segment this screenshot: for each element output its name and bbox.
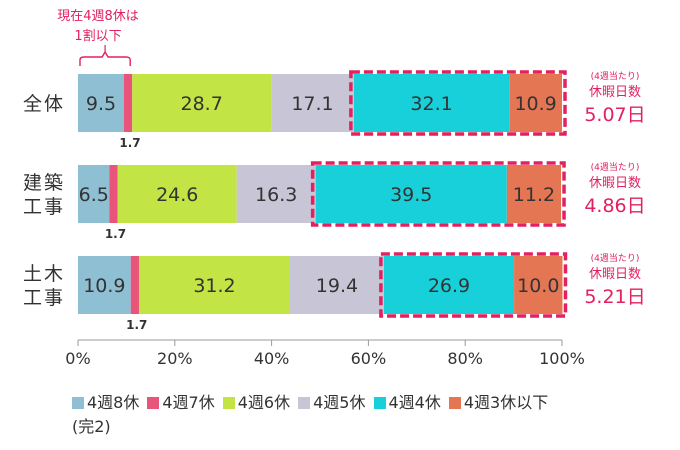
callout-line1: 現在4週8休は	[57, 9, 139, 24]
x-tick-label: 0%	[65, 349, 90, 368]
bar-value-label: 17.1	[291, 93, 333, 115]
bar-segment	[78, 256, 131, 314]
bar-segment	[514, 256, 563, 314]
side-note-value: 5.07日	[584, 104, 645, 126]
x-tick-label: 20%	[157, 349, 193, 368]
bar-value-label: 26.9	[428, 275, 470, 297]
bar-segment	[78, 165, 110, 223]
x-tick-label: 40%	[254, 349, 290, 368]
bar-segment	[109, 165, 118, 223]
bar-value-label: 10.0	[517, 275, 559, 297]
side-note-label: 休暇日数	[589, 176, 641, 191]
side-note-value: 4.86日	[584, 195, 645, 217]
bar-segment	[123, 74, 133, 132]
bar-segment	[289, 256, 384, 314]
callout-bracket	[79, 50, 131, 66]
bar-value-label: 9.5	[86, 93, 116, 115]
highlight-box	[349, 70, 567, 136]
x-tick-label: 60%	[351, 349, 387, 368]
bar-value-label: 39.5	[390, 184, 432, 206]
bar-segment	[78, 74, 124, 132]
bar-segment	[383, 256, 515, 314]
legend-swatch	[222, 397, 235, 409]
legend-item: 4週4休	[373, 392, 441, 414]
highlight-box	[379, 252, 568, 318]
category-label: 工事	[23, 287, 65, 309]
bar-segment	[315, 165, 507, 223]
category-label: 全体	[23, 93, 65, 115]
bar-segment	[506, 165, 562, 223]
category-label: 建築	[23, 172, 65, 194]
side-note-small: (4週当たり)	[591, 70, 640, 82]
bar-segment	[353, 74, 510, 132]
bar-value-label: 11.2	[513, 184, 555, 206]
highlight-box	[310, 161, 566, 227]
legend-item: 4週3休以下	[448, 392, 549, 414]
legend-item: 4週6休	[222, 392, 291, 414]
side-note-label: 休暇日数	[589, 267, 641, 282]
category-label: 工事	[23, 196, 65, 218]
bar-value-label: 16.3	[255, 184, 297, 206]
side-note-small: (4週当たり)	[591, 252, 640, 264]
bar-value-label: 28.7	[181, 93, 223, 115]
bar-segment	[132, 74, 272, 132]
x-tick-label: 80%	[447, 349, 483, 368]
legend-items: 4週8休 4週7休 4週6休 4週5休 4週4休 4週3休以下	[72, 392, 652, 414]
legend-label: 4週8休	[87, 393, 140, 412]
side-note-label: 休暇日数	[589, 85, 641, 100]
legend-item: 4週5休	[298, 392, 366, 414]
legend-swatch	[147, 397, 160, 409]
bar-segment	[130, 256, 139, 314]
bar-value-label: 10.9	[83, 275, 125, 297]
bar-segment	[236, 165, 316, 223]
legend-item: 4週8休	[72, 392, 139, 414]
x-tick-label: 100%	[539, 349, 585, 368]
bar-value-label: 10.9	[514, 93, 556, 115]
legend-swatch	[448, 397, 461, 409]
callout-line2: 1割以下	[74, 28, 121, 44]
bar-value-label: 31.2	[193, 275, 235, 297]
side-note-value: 5.21日	[584, 286, 645, 308]
legend-swatch	[373, 397, 386, 409]
legend-swatch	[298, 397, 311, 409]
bar-segment	[271, 74, 354, 132]
bar-value-label-small: 1.7	[119, 136, 140, 150]
category-label: 土木	[23, 263, 65, 285]
legend-label: 4週6休	[237, 393, 291, 412]
bar-value-label-small: 1.7	[105, 227, 126, 241]
bar-segment	[138, 256, 290, 314]
side-note-small: (4週当たり)	[591, 161, 640, 173]
legend-swatch	[72, 397, 84, 409]
legend-label: 4週3休以下	[463, 393, 549, 412]
bar-value-label-small: 1.7	[126, 318, 147, 332]
bar-value-label: 19.4	[316, 275, 358, 297]
legend-item: 4週7休	[147, 392, 215, 414]
bar-value-label: 24.6	[156, 184, 198, 206]
bar-segment	[509, 74, 562, 132]
bar-segment	[117, 165, 237, 223]
legend-label: 4週7休	[162, 393, 215, 412]
bar-value-label: 6.5	[79, 184, 109, 206]
legend-label: 4週4休	[388, 393, 441, 412]
legend-note: (完2)	[72, 417, 111, 436]
legend: 4週8休 4週7休 4週6休 4週5休 4週4休 4週3休以下 (完2)	[72, 392, 652, 438]
bar-value-label: 32.1	[410, 93, 452, 115]
legend-label: 4週5休	[313, 393, 366, 412]
